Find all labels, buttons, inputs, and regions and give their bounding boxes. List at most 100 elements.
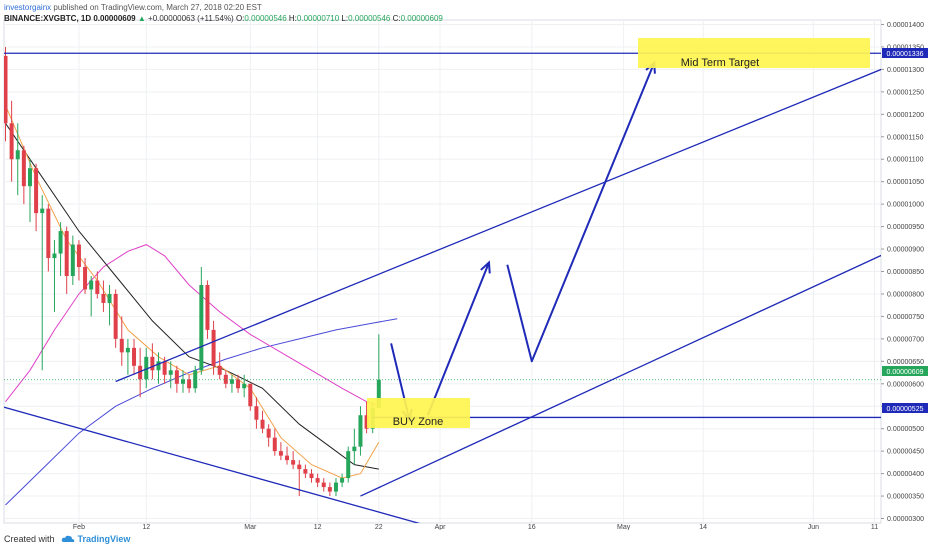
y-tick-label: 0.00000300	[887, 516, 924, 523]
candle	[58, 222, 63, 276]
candle-body	[46, 208, 51, 259]
tradingview-brand: TradingView	[77, 534, 131, 544]
candle	[4, 46, 8, 142]
sma-blue-line	[5, 318, 398, 506]
candle	[21, 145, 26, 205]
arrow-head	[480, 260, 491, 274]
y-tick-label: 0.00001000	[887, 202, 924, 209]
candle	[205, 280, 210, 339]
high-label: H:	[288, 14, 297, 23]
candle-body	[180, 379, 185, 384]
candle-body	[119, 338, 124, 353]
lower-channel-line	[360, 254, 881, 497]
candle	[327, 482, 332, 497]
y-tick-label: 0.00001050	[887, 179, 924, 186]
y-axis: 0.00001400 0.00001350 0.00001300 0.00001250…	[881, 22, 924, 523]
candle	[174, 365, 179, 393]
candle-body	[125, 347, 130, 353]
candle	[242, 374, 247, 398]
ema-fast-line	[5, 105, 380, 479]
candle-body	[9, 123, 14, 160]
x-tick-label: Jun	[808, 524, 819, 530]
close-value: 0.00000609	[400, 14, 443, 23]
candle	[138, 347, 143, 398]
candle-body	[211, 329, 216, 366]
y-tick-label: 0.00001300	[887, 67, 924, 74]
candle-body	[340, 478, 345, 483]
candle	[303, 464, 308, 479]
price-change: +0.00000063 (+11.54%)	[148, 14, 234, 23]
buy-price-badge	[882, 403, 928, 413]
candle	[260, 410, 265, 434]
candle	[132, 338, 137, 375]
candles	[4, 46, 381, 497]
candle	[52, 240, 57, 312]
candle-body	[58, 231, 63, 254]
candle	[15, 123, 20, 196]
candle-body	[113, 293, 118, 339]
candle	[346, 446, 351, 483]
high-value: 0.00000710	[296, 14, 340, 23]
publish-line: investorgainx published on TradingView.c…	[4, 2, 443, 13]
y-tick-label: 0.00001400	[887, 22, 924, 29]
candle	[150, 343, 155, 380]
candle-body	[174, 370, 179, 384]
price-chart[interactable]: 0.00001400 0.00001350 0.00001300 0.00001250…	[0, 0, 932, 530]
candle-body	[27, 168, 32, 187]
candle-body	[193, 370, 198, 389]
y-tick-label: 0.00000900	[887, 247, 924, 254]
candle	[272, 428, 277, 456]
x-tick-label: 11	[871, 524, 878, 530]
grid	[4, 20, 881, 523]
low-value: 0.00000546	[348, 14, 391, 23]
candle	[83, 258, 88, 294]
x-tick-label: 12	[142, 524, 150, 530]
candle	[291, 451, 296, 470]
candle-body	[95, 280, 100, 294]
y-tick-label: 0.00000400	[887, 471, 924, 478]
buy-zone-label: BUY Zone	[393, 416, 444, 428]
candle	[309, 469, 314, 483]
candle	[113, 289, 118, 348]
y-tick-label: 0.00001350	[887, 44, 924, 51]
drawings	[4, 52, 881, 523]
candle-body	[15, 150, 20, 160]
candle-body	[217, 365, 222, 375]
candle-body	[150, 356, 155, 371]
candle	[266, 424, 271, 447]
candle	[285, 446, 290, 465]
candle	[211, 320, 216, 375]
candle-body	[321, 482, 326, 488]
down-trend-line	[4, 406, 421, 523]
candle-body	[64, 231, 69, 276]
candle	[193, 365, 198, 393]
candle-body	[4, 55, 8, 124]
candle	[248, 383, 253, 411]
buy-price-text: 0.00000525	[887, 406, 924, 413]
y-tick-label: 0.00000500	[887, 426, 924, 433]
candle-body	[223, 374, 228, 384]
candle	[64, 226, 69, 294]
candle-body	[199, 284, 204, 371]
candle	[254, 397, 259, 429]
candle-body	[107, 293, 112, 303]
y-tick-label: 0.00000650	[887, 359, 924, 366]
candle	[107, 284, 112, 326]
upper-channel-line	[115, 68, 881, 383]
candle-body	[352, 446, 357, 452]
candle	[333, 478, 338, 497]
annotation-labels: Mid Term Target BUY Zone	[367, 38, 870, 428]
candle-body	[162, 361, 167, 375]
candle	[9, 100, 14, 182]
candle	[352, 428, 357, 465]
candle-body	[168, 370, 173, 375]
candle-body	[101, 293, 106, 303]
candle	[229, 374, 234, 393]
candle-body	[52, 253, 57, 259]
tradingview-logo[interactable]: TradingView	[61, 534, 131, 544]
y-tick-label: 0.00000450	[887, 449, 924, 456]
candle-body	[309, 473, 314, 479]
author-link[interactable]: investorgainx	[4, 3, 52, 12]
candle	[364, 401, 369, 434]
last-price: 0.00000609	[93, 14, 136, 23]
